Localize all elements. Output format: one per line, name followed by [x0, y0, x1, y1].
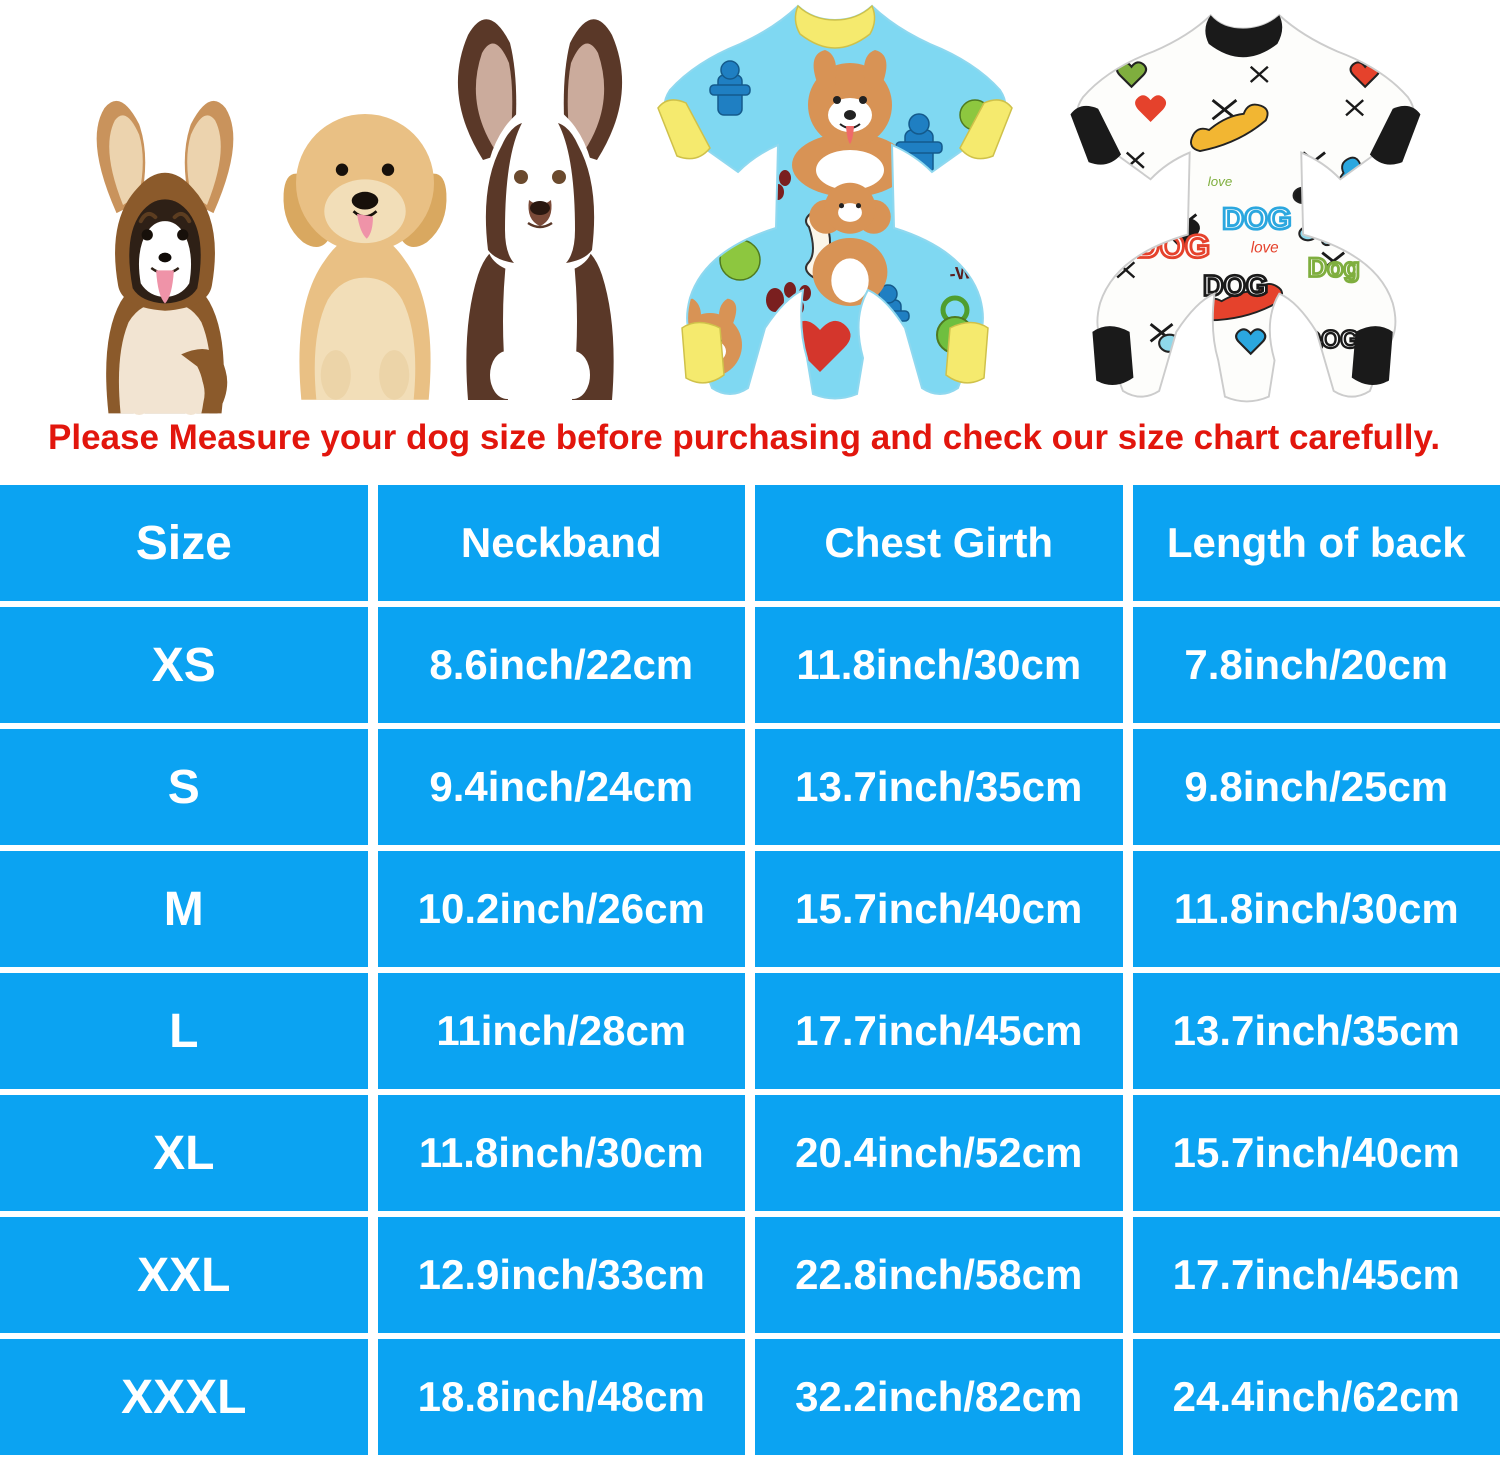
svg-text:DOG: DOG: [1136, 228, 1210, 264]
svg-text:love: love: [1208, 174, 1232, 189]
svg-text:Dog: Dog: [1308, 253, 1360, 283]
svg-text:DOG: DOG: [1222, 202, 1291, 236]
svg-text:WOOF: WOOF: [945, 233, 1009, 260]
svg-text:DOG: DOG: [1203, 271, 1268, 303]
svg-text:DOG: DOG: [1303, 327, 1359, 354]
svg-text:love: love: [1251, 240, 1279, 257]
svg-text:-WOO: -WOO: [949, 260, 1002, 284]
